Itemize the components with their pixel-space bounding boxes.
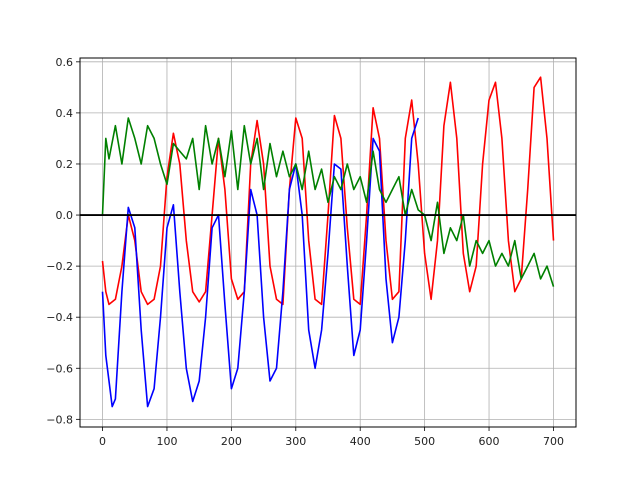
y-tick-label: −0.2: [46, 260, 73, 273]
x-tick-label: 100: [156, 435, 177, 448]
x-axis: 0 100 200 300 400 500 600 700: [99, 427, 564, 448]
y-tick-label: 0.4: [56, 107, 74, 120]
x-tick-label: 500: [414, 435, 435, 448]
series-3-line: [101, 117, 555, 287]
x-tick-label: 600: [479, 435, 500, 448]
y-axis: −0.8 −0.6 −0.4 −0.2 0.0 0.2 0.4 0.6: [46, 56, 80, 426]
x-tick-label: 700: [543, 435, 564, 448]
y-tick-label: −0.4: [46, 311, 73, 324]
y-tick-label: 0.6: [56, 56, 74, 69]
x-tick-label: 0: [99, 435, 106, 448]
x-tick-label: 300: [285, 435, 306, 448]
x-tick-label: 400: [350, 435, 371, 448]
plot-area: [101, 76, 555, 408]
y-tick-label: 0.0: [56, 209, 74, 222]
y-tick-label: 0.2: [56, 158, 74, 171]
x-tick-label: 200: [221, 435, 242, 448]
y-tick-label: −0.8: [46, 413, 73, 426]
y-tick-label: −0.6: [46, 362, 73, 375]
series-2-line: [101, 117, 419, 408]
axes-frame: [79, 57, 577, 428]
series-1-line: [101, 76, 555, 306]
